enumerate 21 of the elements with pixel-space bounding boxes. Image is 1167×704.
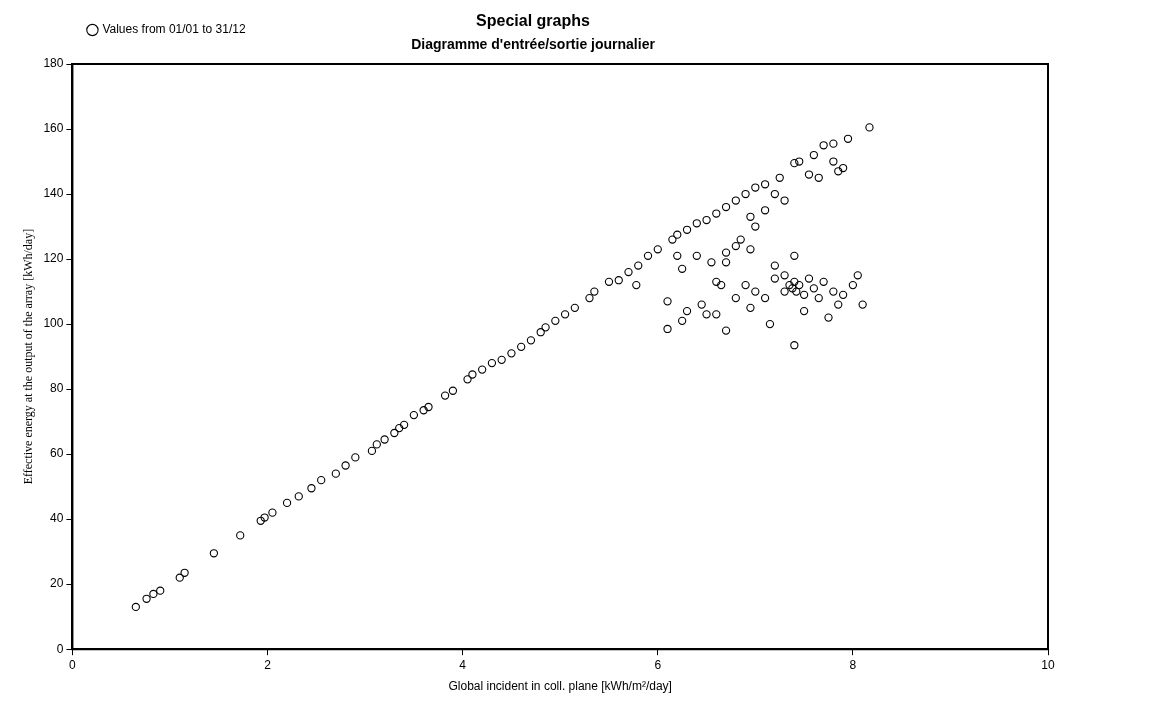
y-tick-label: 0 xyxy=(56,641,64,656)
y-tick-label: 60 xyxy=(50,446,64,461)
y-tick-label: 20 xyxy=(50,576,64,591)
x-tick-label: 10 xyxy=(1041,657,1055,672)
y-tick-label: 120 xyxy=(43,251,64,266)
x-tick-label: 8 xyxy=(849,657,857,672)
y-tick-label: 100 xyxy=(43,316,64,331)
x-tick-label: 4 xyxy=(459,657,467,672)
chart-subtitle: Diagramme d'entrée/sortie journalier xyxy=(411,36,656,53)
y-tick-label: 80 xyxy=(50,381,64,396)
legend-label: Values from 01/01 to 31/12 xyxy=(102,22,246,37)
y-axis-title: Effective energy at the output of the array [kWh/day] xyxy=(21,228,36,485)
y-tick-label: 140 xyxy=(43,186,64,201)
chart-title: Special graphs xyxy=(476,12,591,30)
y-tick-label: 160 xyxy=(43,121,64,136)
x-axis-title: Global incident in coll. plane [kWh/m²/day] xyxy=(448,679,672,694)
x-tick-label: 0 xyxy=(69,657,77,672)
x-tick-label: 2 xyxy=(264,657,272,672)
y-tick-label: 180 xyxy=(43,56,64,71)
x-tick-label: 6 xyxy=(654,657,662,672)
y-tick-label: 40 xyxy=(50,511,64,526)
